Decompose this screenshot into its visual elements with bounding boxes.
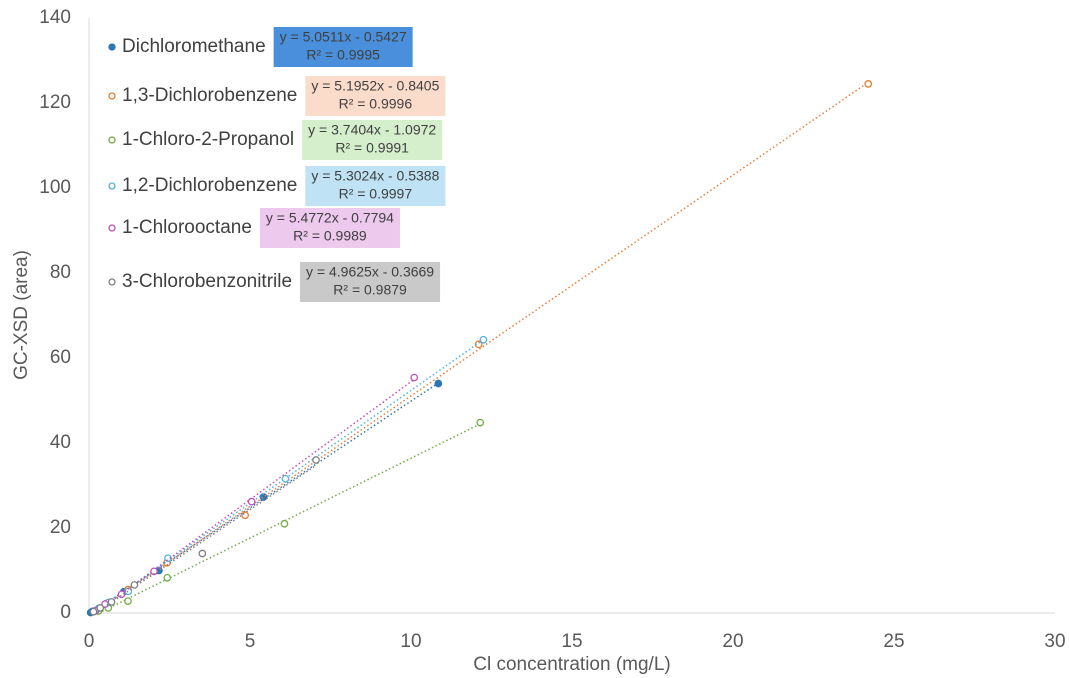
trendline bbox=[96, 81, 869, 613]
data-point bbox=[96, 604, 105, 612]
equation: y = 5.3024x - 0.5388 bbox=[311, 168, 439, 184]
trendline bbox=[93, 464, 317, 615]
legend-label: 1-Chlorooctane bbox=[122, 217, 252, 238]
data-point bbox=[163, 573, 172, 582]
equation: y = 5.4772x - 0.7794 bbox=[266, 210, 394, 226]
data-point bbox=[198, 549, 207, 558]
data-point bbox=[107, 598, 116, 606]
legend-marker bbox=[108, 224, 116, 232]
y-axis-title: GC-XSD (area) bbox=[11, 250, 32, 380]
legend-marker bbox=[108, 278, 116, 286]
data-point bbox=[410, 373, 419, 382]
equation: y = 5.0511x - 0.5427 bbox=[280, 29, 407, 45]
data-point bbox=[476, 418, 485, 427]
r-squared: R² = 0.9995 bbox=[306, 47, 380, 63]
legend-label: 1,2-Dichlorobenzene bbox=[122, 175, 297, 196]
legend-marker bbox=[108, 92, 116, 100]
x-axis-title: Cl concentration (mg/L) bbox=[473, 654, 670, 675]
data-point bbox=[89, 607, 98, 616]
data-point bbox=[241, 511, 250, 520]
y-tick-label: 100 bbox=[39, 177, 71, 198]
legend-label: 1-Chloro-2-Propanol bbox=[122, 129, 294, 150]
y-tick-label: 120 bbox=[39, 92, 71, 113]
r-squared: R² = 0.9989 bbox=[293, 228, 367, 244]
data-point bbox=[130, 581, 139, 589]
equation: y = 4.9625x - 0.3669 bbox=[306, 264, 434, 280]
equation-box bbox=[302, 120, 443, 160]
data-point bbox=[479, 335, 488, 344]
x-tick-label: 5 bbox=[245, 631, 256, 652]
x-tick-label: 30 bbox=[1044, 631, 1065, 652]
trendline bbox=[98, 423, 481, 614]
data-point bbox=[247, 497, 256, 506]
y-tick-label: 60 bbox=[50, 347, 71, 368]
r-squared: R² = 0.9991 bbox=[335, 140, 409, 156]
r-squared: R² = 0.9997 bbox=[339, 186, 413, 202]
data-point bbox=[124, 597, 132, 605]
x-tick-label: 10 bbox=[400, 631, 421, 652]
r-squared: R² = 0.9996 bbox=[339, 96, 413, 112]
y-tick-label: 140 bbox=[39, 7, 71, 28]
x-tick-label: 20 bbox=[722, 631, 743, 652]
equation-box bbox=[305, 76, 446, 116]
y-tick-label: 20 bbox=[50, 517, 71, 538]
equation-box bbox=[273, 27, 413, 67]
equation-box bbox=[300, 262, 441, 302]
legend-marker bbox=[108, 136, 116, 144]
legend-label: Dichloromethane bbox=[122, 36, 266, 57]
legend-label: 3-Chlorobenzonitrile bbox=[122, 271, 292, 292]
equation-box bbox=[305, 166, 446, 206]
x-tick-label: 25 bbox=[883, 631, 904, 652]
data-point bbox=[101, 600, 109, 608]
trendline bbox=[94, 378, 415, 614]
legend-label: 1,3-Dichlorobenzene bbox=[122, 85, 297, 106]
y-tick-label: 40 bbox=[50, 432, 71, 453]
r-squared: R² = 0.9879 bbox=[333, 282, 407, 298]
data-point bbox=[864, 80, 873, 88]
data-point bbox=[280, 519, 289, 528]
data-point bbox=[434, 379, 443, 388]
y-tick-label: 0 bbox=[60, 602, 71, 623]
x-tick-label: 15 bbox=[561, 631, 582, 652]
legend-marker bbox=[108, 182, 116, 190]
y-tick-label: 80 bbox=[50, 262, 71, 283]
equation: y = 3.7404x - 1.0972 bbox=[308, 122, 436, 138]
data-point bbox=[312, 456, 320, 464]
data-point bbox=[281, 474, 290, 483]
legend-marker bbox=[108, 43, 116, 51]
x-tick-label: 0 bbox=[84, 631, 95, 652]
equation: y = 5.1952x - 0.8405 bbox=[311, 78, 439, 94]
equation-box bbox=[259, 208, 400, 248]
